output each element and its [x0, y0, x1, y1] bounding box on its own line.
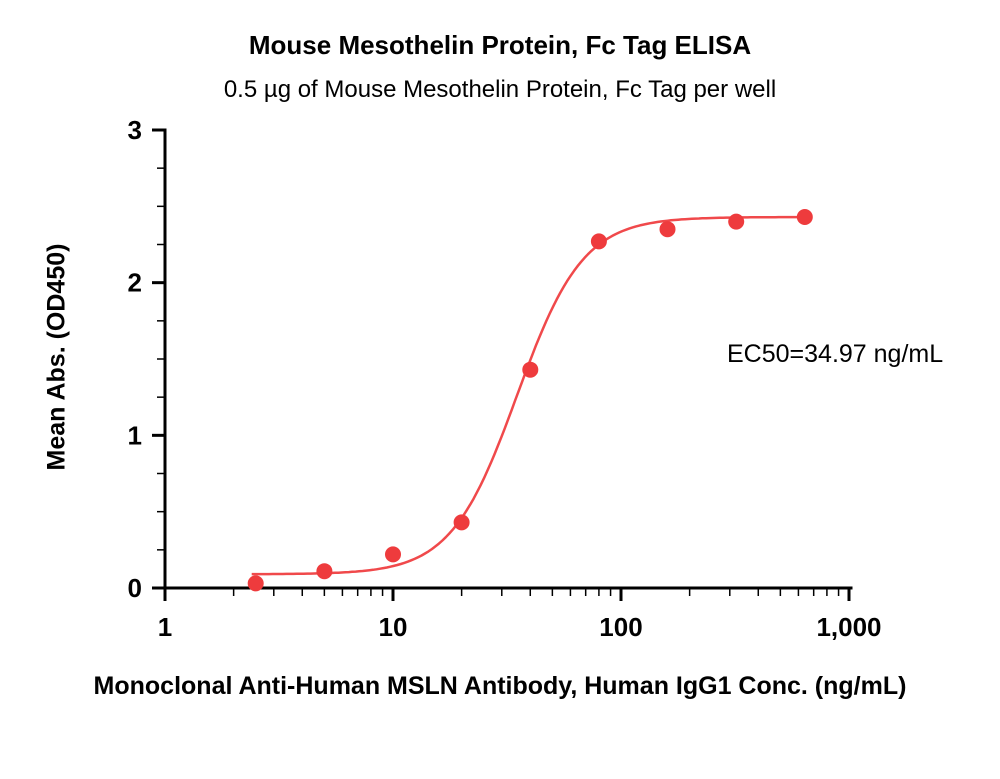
- data-point: [247, 575, 264, 592]
- y-tick-label: 2: [128, 268, 142, 298]
- x-tick-label: 10: [379, 612, 408, 642]
- chart-title: Mouse Mesothelin Protein, Fc Tag ELISA: [248, 30, 752, 60]
- data-point: [316, 563, 333, 580]
- y-tick-label: 3: [128, 115, 142, 145]
- y-tick-label: 0: [128, 573, 142, 603]
- data-point: [796, 209, 813, 225]
- data-point: [590, 233, 607, 250]
- fit-curve: [251, 215, 807, 576]
- x-tick-label: 100: [599, 612, 642, 642]
- x-tick-label: 1,000: [816, 612, 881, 642]
- data-point: [522, 361, 539, 378]
- x-tick-label: 1: [158, 612, 172, 642]
- y-tick-label: 1: [128, 420, 142, 450]
- ec50-annotation: EC50=34.97 ng/mL: [727, 340, 944, 368]
- data-point: [385, 546, 401, 563]
- data-point: [728, 213, 745, 230]
- data-point: [659, 221, 676, 238]
- data-point: [453, 514, 470, 531]
- chart-subtitle: 0.5 µg of Mouse Mesothelin Protein, Fc T…: [223, 76, 777, 103]
- x-axis-label: Monoclonal Anti-Human MSLN Antibody, Hum…: [93, 672, 907, 700]
